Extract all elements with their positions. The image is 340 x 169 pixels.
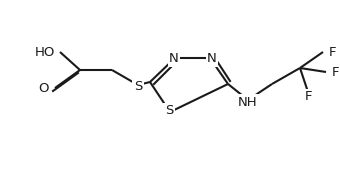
Text: O: O	[38, 81, 49, 94]
Text: F: F	[332, 66, 340, 78]
Text: HO: HO	[35, 45, 55, 58]
Text: NH: NH	[238, 95, 258, 108]
Text: F: F	[305, 91, 313, 103]
Text: N: N	[169, 53, 179, 66]
Text: N: N	[207, 53, 217, 66]
Text: S: S	[165, 104, 173, 117]
Text: S: S	[134, 79, 142, 92]
Text: F: F	[329, 45, 337, 58]
